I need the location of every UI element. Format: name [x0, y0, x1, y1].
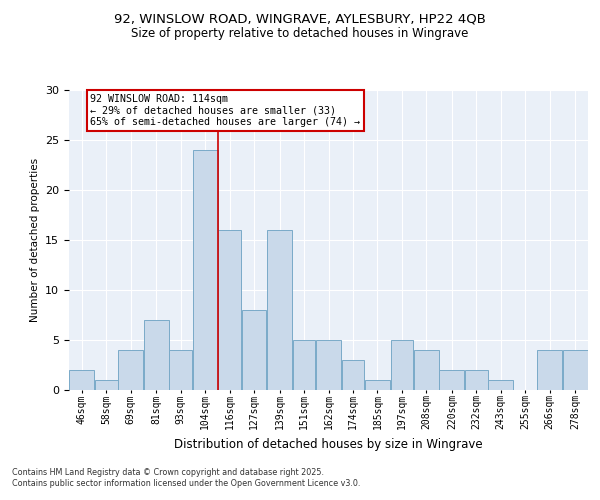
Bar	[488, 380, 513, 390]
Bar	[316, 340, 341, 390]
Bar	[341, 360, 364, 390]
Bar	[267, 230, 292, 390]
Y-axis label: Number of detached properties: Number of detached properties	[29, 158, 40, 322]
Bar	[391, 340, 413, 390]
Bar	[537, 350, 562, 390]
Bar	[563, 350, 587, 390]
Bar	[193, 150, 218, 390]
Bar	[365, 380, 390, 390]
Text: Size of property relative to detached houses in Wingrave: Size of property relative to detached ho…	[131, 28, 469, 40]
Bar	[95, 380, 118, 390]
Bar	[439, 370, 464, 390]
Bar	[118, 350, 143, 390]
Bar	[218, 230, 241, 390]
Bar	[70, 370, 94, 390]
X-axis label: Distribution of detached houses by size in Wingrave: Distribution of detached houses by size …	[174, 438, 483, 451]
Bar	[293, 340, 316, 390]
Text: Contains HM Land Registry data © Crown copyright and database right 2025.
Contai: Contains HM Land Registry data © Crown c…	[12, 468, 361, 487]
Bar	[465, 370, 488, 390]
Bar	[169, 350, 192, 390]
Bar	[414, 350, 439, 390]
Bar	[144, 320, 169, 390]
Bar	[242, 310, 266, 390]
Text: 92, WINSLOW ROAD, WINGRAVE, AYLESBURY, HP22 4QB: 92, WINSLOW ROAD, WINGRAVE, AYLESBURY, H…	[114, 12, 486, 26]
Text: 92 WINSLOW ROAD: 114sqm
← 29% of detached houses are smaller (33)
65% of semi-de: 92 WINSLOW ROAD: 114sqm ← 29% of detache…	[90, 94, 360, 127]
